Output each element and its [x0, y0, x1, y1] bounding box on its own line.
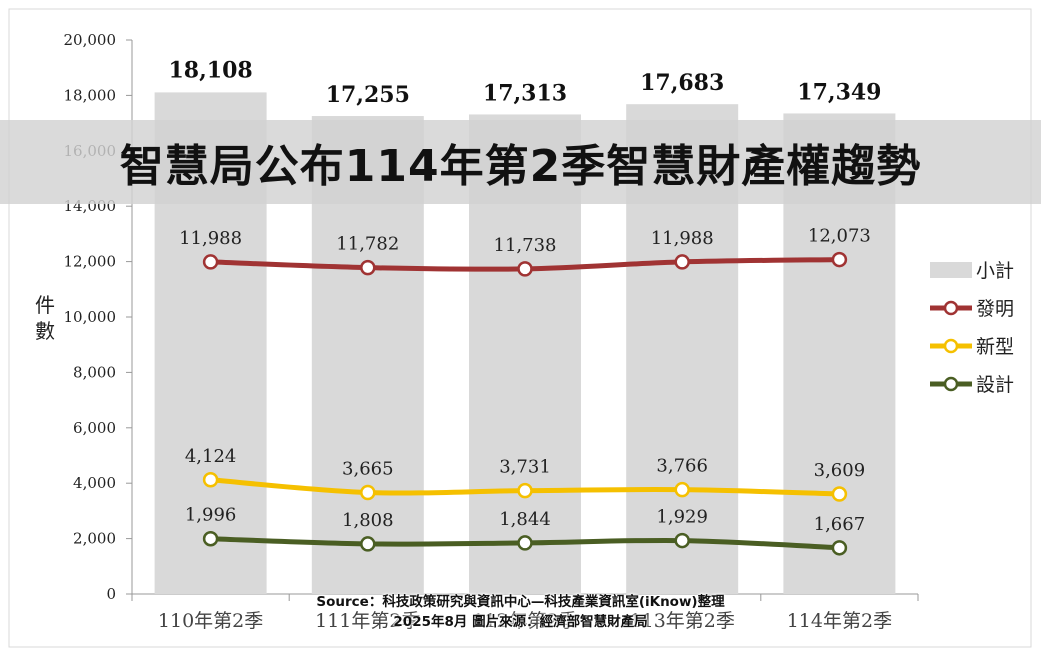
data-point: [517, 261, 533, 277]
x-tick-label: 112年第2季: [472, 610, 577, 632]
data-point: [517, 482, 533, 499]
line-data-label: 1,996: [185, 505, 237, 526]
data-point: [674, 254, 690, 270]
data-point: [674, 532, 690, 549]
y-tick-label: 18,000: [64, 86, 117, 104]
y-tick-label: 0: [106, 585, 116, 603]
y-axis-label: 件: [35, 293, 55, 317]
title-banner: 智慧局公布114年第2季智慧財產權趨勢: [0, 120, 1041, 204]
legend-marker: [943, 300, 959, 316]
legend-label: 設計: [976, 374, 1014, 396]
line-data-label: 3,766: [656, 456, 708, 477]
data-point: [202, 254, 219, 270]
line-data-label: 1,929: [656, 507, 708, 528]
line-data-label: 11,988: [651, 228, 714, 249]
line-data-label: 11,738: [494, 235, 557, 256]
line-data-label: 1,808: [342, 510, 394, 531]
line-data-label: 3,609: [814, 460, 866, 481]
y-axis-label: 數: [35, 319, 55, 343]
y-tick-label: 2,000: [73, 530, 116, 548]
data-point: [831, 540, 848, 556]
legend-label: 發明: [976, 298, 1014, 320]
y-tick-label: 20,000: [64, 31, 117, 49]
x-tick-label: 111年第2季: [315, 610, 420, 632]
y-tick-label: 4,000: [73, 474, 116, 492]
bar-data-label: 17,255: [326, 82, 410, 108]
legend-label: 新型: [976, 336, 1014, 358]
line-data-label: 12,073: [808, 226, 871, 247]
y-tick-label: 8,000: [73, 363, 116, 381]
legend-label: 小計: [976, 260, 1014, 282]
legend-marker: [943, 376, 959, 392]
image-source-line: 2025年8月 圖片來源：經濟部智慧財產局: [393, 614, 648, 630]
x-tick-label: 113年第2季: [630, 610, 735, 632]
data-point: [360, 484, 376, 501]
line-data-label: 11,782: [336, 234, 399, 255]
y-tick-label: 6,000: [73, 419, 116, 437]
data-point: [202, 530, 219, 547]
x-tick-label: 114年第2季: [787, 610, 892, 632]
source-line: Source：科技政策研究與資訊中心—科技產業資訊室(iKnow)整理: [316, 594, 725, 610]
bar-data-label: 17,683: [640, 70, 724, 96]
y-tick-label: 12,000: [64, 253, 117, 271]
line-data-label: 3,731: [499, 457, 551, 478]
banner-title: 智慧局公布114年第2季智慧財產權趨勢: [119, 141, 922, 192]
line-data-label: 1,844: [499, 509, 551, 530]
data-point: [360, 259, 376, 276]
chart-border: [8, 8, 1032, 648]
data-point: [674, 481, 690, 498]
data-point: [360, 536, 376, 552]
bar-data-label: 17,349: [797, 79, 881, 105]
x-tick-label: 110年第2季: [158, 610, 263, 632]
legend-swatch: [930, 262, 972, 278]
line-data-label: 3,665: [342, 458, 394, 479]
bar-data-label: 17,313: [483, 80, 567, 106]
legend-marker: [943, 338, 959, 354]
line-data-label: 4,124: [185, 446, 237, 467]
data-point: [831, 486, 848, 502]
bar-data-label: 18,108: [168, 57, 252, 83]
line-data-label: 1,667: [814, 514, 866, 535]
y-tick-label: 10,000: [64, 308, 117, 326]
data-point: [517, 535, 533, 551]
data-point: [831, 251, 848, 268]
data-point: [202, 472, 219, 488]
line-data-label: 11,988: [179, 228, 242, 249]
